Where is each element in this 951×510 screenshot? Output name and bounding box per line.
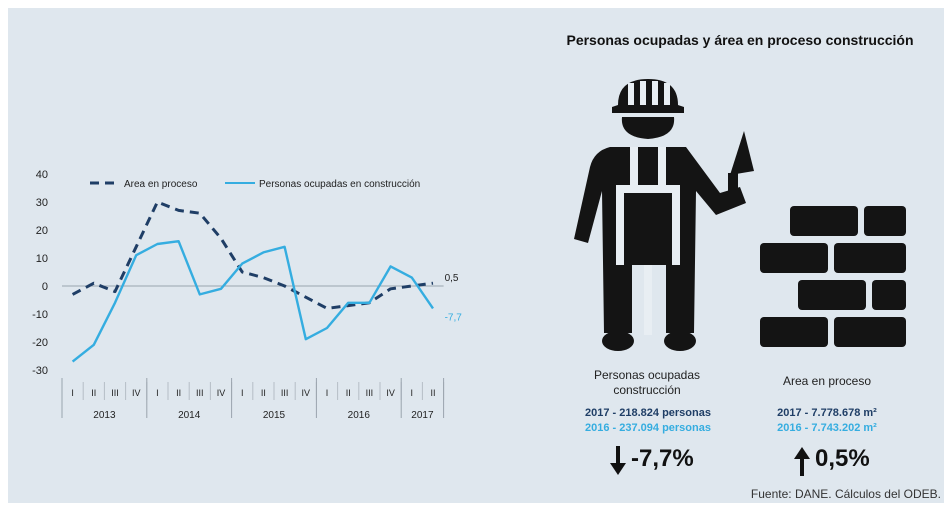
y-tick-label: 30	[36, 197, 48, 209]
end-value-label: 0,5	[445, 273, 459, 284]
area-2016-value: 2016 - 7.743.202 m²	[777, 422, 877, 434]
legend-label: Personas ocupadas en construcción	[259, 179, 420, 190]
x-tick-label: III	[196, 388, 204, 398]
series-lines: 0,5 -7,7	[71, 200, 463, 363]
y-axis-ticks: -30 -20 -10 0 10 20 30 40	[32, 169, 48, 377]
x-tick-label: I	[156, 388, 159, 398]
y-tick-label: 0	[42, 281, 48, 293]
y-tick-label: -20	[32, 337, 48, 349]
x-tick-label: IV	[132, 388, 141, 398]
x-tick-label: II	[91, 388, 96, 398]
x-tick-label: IV	[386, 388, 395, 398]
series-line-workers	[71, 239, 434, 363]
workers-change: -7,7%	[631, 445, 694, 472]
legend-label: Area en proceso	[124, 179, 198, 190]
x-year-label: 2015	[263, 410, 286, 421]
x-tick-label: II	[261, 388, 266, 398]
workers-2017-value: 2017 - 218.824 personas	[585, 407, 711, 419]
x-year-label: 2017	[411, 410, 434, 421]
y-tick-label: 40	[36, 169, 48, 181]
y-tick-label: -10	[32, 309, 48, 321]
x-year-label: 2014	[178, 410, 201, 421]
arrow-down-icon	[610, 446, 626, 475]
x-tick-label: I	[71, 388, 74, 398]
brick-wall-icon	[760, 206, 906, 347]
area-change: 0,5%	[815, 445, 870, 472]
y-tick-label: 20	[36, 225, 48, 237]
x-tick-label: IV	[217, 388, 226, 398]
y-tick-label: 10	[36, 253, 48, 265]
x-tick-label: III	[281, 388, 289, 398]
workers-2016-value: 2016 - 237.094 personas	[585, 422, 711, 434]
x-tick-label: I	[326, 388, 329, 398]
legend: Area en proceso Personas ocupadas en cons…	[90, 179, 420, 190]
source-note: Fuente: DANE. Cálculos del ODEB.	[750, 487, 941, 501]
infographic-title: Personas ocupadas y área en proceso cons…	[566, 32, 914, 48]
series-line-area	[71, 200, 434, 310]
x-tick-label: IV	[302, 388, 311, 398]
y-tick-label: -30	[32, 365, 48, 377]
x-tick-label: II	[176, 388, 181, 398]
x-year-label: 2013	[93, 410, 116, 421]
x-tick-label: I	[241, 388, 244, 398]
construction-worker-icon	[574, 79, 754, 351]
arrow-up-icon	[794, 447, 810, 476]
workers-label: Personas ocupadas construcción	[593, 368, 701, 397]
area-2017-value: 2017 - 7.778.678 m²	[777, 407, 877, 419]
end-value-label: -7,7	[445, 312, 463, 323]
x-year-label: 2016	[348, 410, 371, 421]
x-tick-label: I	[411, 388, 414, 398]
area-label: Area en proceso	[782, 374, 872, 388]
x-tick-label: II	[346, 388, 351, 398]
x-tick-label: III	[111, 388, 119, 398]
x-tick-label: II	[430, 388, 435, 398]
x-tick-label: III	[366, 388, 374, 398]
